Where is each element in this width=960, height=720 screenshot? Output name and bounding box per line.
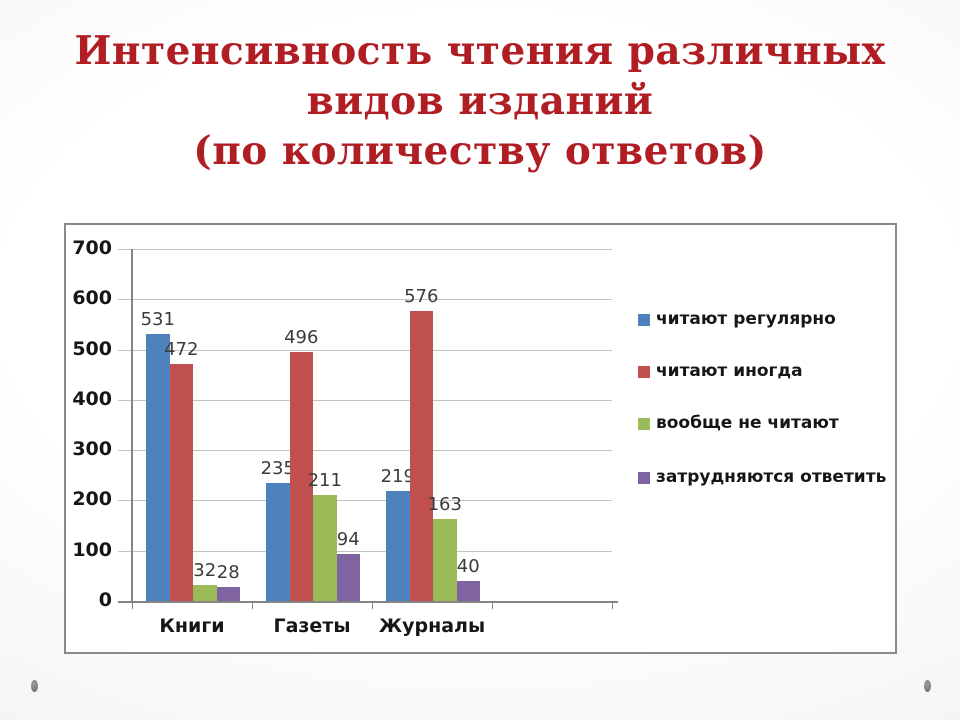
gridline-200	[118, 500, 612, 502]
bar-chart: 0 100 200 300 400 500 600 700 531 472 32 28 Книги 235…	[64, 223, 897, 654]
legend-label-читают иногда: читают иногда	[656, 361, 803, 381]
gridline-700	[118, 249, 612, 250]
gridline-100	[118, 550, 612, 552]
x-axis-tick	[372, 601, 373, 609]
gridline-600	[118, 299, 612, 301]
bar-Газеты-читают регулярно	[266, 482, 290, 601]
bar-value-label: 496	[284, 326, 319, 348]
x-axis-tick	[612, 601, 613, 609]
x-axis-tick	[132, 601, 133, 609]
legend-label-читают регулярно: читают регулярно	[656, 309, 836, 329]
bar-value-label: 472	[164, 338, 199, 360]
bar-value-label: 219	[380, 465, 415, 487]
title-line-2: видов изданий	[306, 78, 654, 124]
bar-Книги-читают регулярно	[146, 333, 170, 601]
bar-Книги-вообще не читают	[193, 584, 217, 601]
bar-value-label: 94	[336, 528, 360, 550]
gridline-300	[118, 450, 612, 452]
bar-value-label: 163	[427, 494, 462, 516]
bar-Газеты-затрудняются ответить	[336, 553, 360, 601]
y-axis-label-200: 200	[72, 488, 112, 511]
y-axis-label-300: 300	[72, 438, 112, 461]
y-axis-label-500: 500	[72, 337, 112, 360]
category-label-Газеты: Газеты	[273, 615, 351, 637]
bar-value-label: 531	[140, 308, 175, 330]
legend-label-затрудняются ответить: затрудняются ответить	[656, 467, 887, 487]
corner-dot-left	[31, 680, 38, 692]
y-axis-label-600: 600	[72, 287, 112, 310]
x-axis-line	[118, 601, 618, 603]
y-axis-line	[131, 249, 133, 603]
bar-Газеты-вообще не читают	[313, 494, 337, 601]
category-label-Книги: Книги	[159, 615, 225, 637]
bar-Журналы-затрудняются ответить	[456, 580, 480, 601]
legend-label-вообще не читают: вообще не читают	[656, 413, 839, 433]
gridline-400	[118, 399, 612, 401]
bar-value-label: 235	[260, 457, 295, 479]
legend-marker-читают регулярно	[638, 314, 650, 326]
bar-value-label: 32	[193, 559, 217, 581]
y-axis-label-100: 100	[72, 538, 112, 561]
corner-dot-right	[924, 680, 931, 692]
title-line-3: (по количеству ответов)	[193, 128, 767, 174]
bar-Журналы-читают регулярно	[386, 490, 410, 601]
x-axis-tick	[252, 601, 253, 609]
legend-marker-читают иногда	[638, 366, 650, 378]
bar-value-label: 576	[404, 286, 439, 308]
category-label-Журналы: Журналы	[378, 615, 486, 637]
bar-Журналы-вообще не читают	[433, 519, 457, 601]
title-line-1: Интенсивность чтения различных	[74, 28, 886, 74]
y-axis-label-700: 700	[72, 237, 112, 259]
x-axis-tick	[492, 601, 493, 609]
bar-Книги-читают иногда	[169, 363, 193, 601]
legend-marker-вообще не читают	[638, 418, 650, 430]
legend-marker-затрудняются ответить	[638, 472, 650, 484]
bar-value-label: 40	[456, 555, 480, 577]
bar-Газеты-читают иногда	[289, 351, 313, 601]
slide-title: Интенсивность чтения различных видов изд…	[0, 26, 960, 176]
bar-Журналы-читают иногда	[409, 311, 433, 601]
bar-value-label: 211	[307, 469, 342, 491]
gridline-500	[118, 349, 612, 351]
y-axis-label-400: 400	[72, 387, 112, 410]
bar-Книги-затрудняются ответить	[216, 586, 240, 601]
y-axis-label-0: 0	[98, 589, 112, 611]
bar-value-label: 28	[216, 561, 240, 583]
